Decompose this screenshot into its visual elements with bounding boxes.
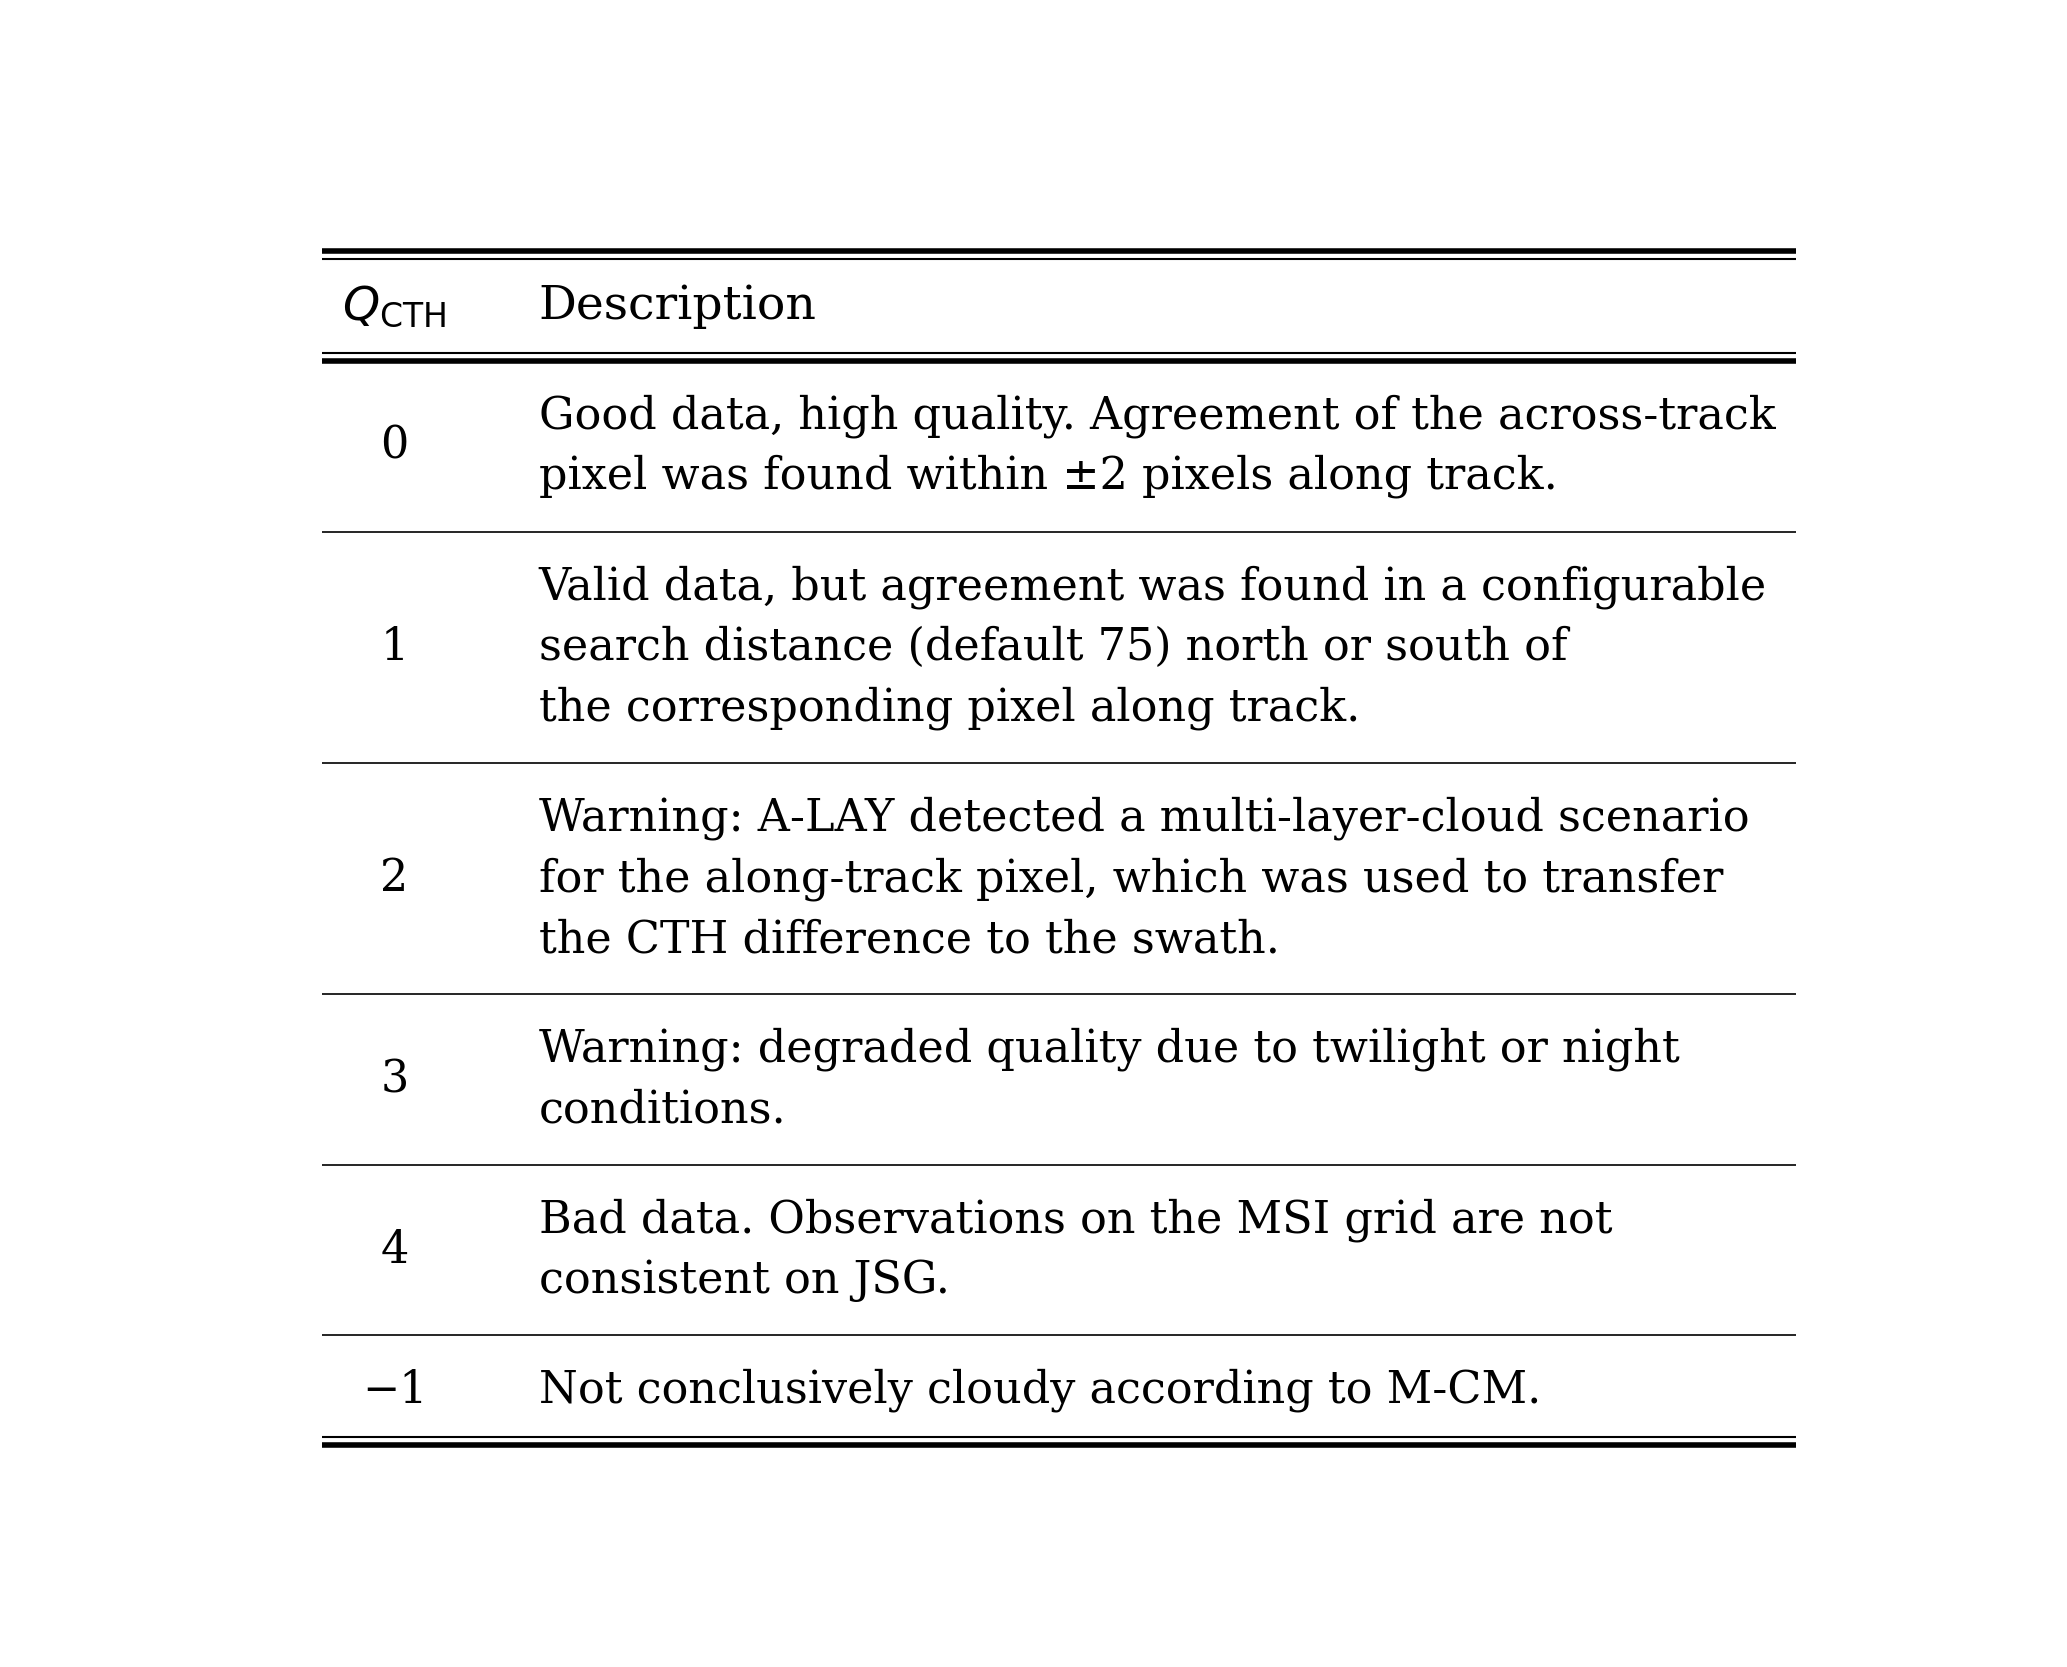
Text: 0: 0 [380, 425, 409, 468]
Text: 4: 4 [380, 1229, 409, 1272]
Text: Warning: degraded quality due to twilight or night
conditions.: Warning: degraded quality due to twiligh… [539, 1029, 1680, 1132]
Text: Good data, high quality. Agreement of the across-track
pixel was found within ±2: Good data, high quality. Agreement of th… [539, 393, 1776, 498]
Text: Description: Description [539, 283, 816, 328]
Text: Valid data, but agreement was found in a configurable
search distance (default 7: Valid data, but agreement was found in a… [539, 565, 1767, 730]
Text: $\mathit{Q}_{\mathrm{CTH}}$: $\mathit{Q}_{\mathrm{CTH}}$ [343, 283, 446, 328]
Text: Bad data. Observations on the MSI grid are not
consistent on JSG.: Bad data. Observations on the MSI grid a… [539, 1199, 1612, 1302]
Text: Warning: A-LAY detected a multi-layer-cloud scenario
for the along-track pixel, : Warning: A-LAY detected a multi-layer-cl… [539, 797, 1749, 962]
Text: −1: −1 [362, 1369, 428, 1412]
Text: 2: 2 [380, 857, 409, 900]
Text: 3: 3 [380, 1059, 409, 1102]
Text: Not conclusively cloudy according to M-CM.: Not conclusively cloudy according to M-C… [539, 1369, 1542, 1412]
Text: 1: 1 [380, 625, 409, 668]
